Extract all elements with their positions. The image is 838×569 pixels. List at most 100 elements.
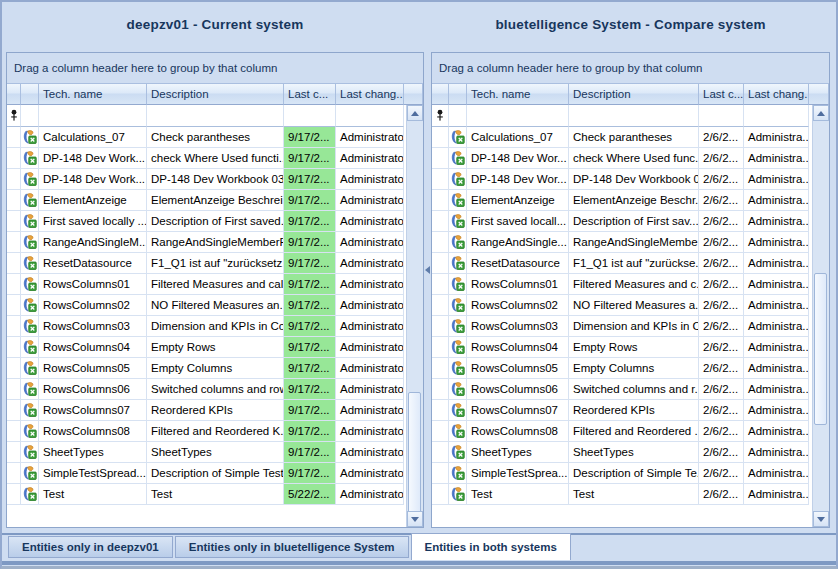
scroll-down-button[interactable] [813,511,829,527]
table-row[interactable]: RowsColumns01 Filtered Measures and cal.… [7,274,423,295]
icon-cell [449,211,467,232]
table-row[interactable]: RowsColumns07 Reordered KPIs 9/17/2... A… [7,400,423,421]
filter-cell-last-changed[interactable] [284,105,336,127]
panel-splitter[interactable] [424,52,431,528]
auto-filter-row[interactable] [7,105,423,127]
vertical-scrollbar[interactable] [406,105,423,527]
table-row[interactable]: ResetDatasource F1_Q1 ist auf "zurückse.… [432,253,829,274]
row-indicator [432,400,449,421]
cell-description: Reordered KPIs [569,400,699,421]
table-row[interactable]: RowsColumns06 Switched columns and rows … [7,379,423,400]
cell-last-changed-by: Administra... [744,421,809,442]
cell-tech-name: ElementAnzeige [467,190,569,211]
row-indicator [432,379,449,400]
table-row[interactable]: SheetTypes SheetTypes 9/17/2... Administ… [7,442,423,463]
group-by-panel[interactable]: Drag a column header here to group by th… [432,53,829,83]
table-row[interactable]: DP-148 Dev Wor... check Where Used func.… [432,148,829,169]
column-header-last-changed-by[interactable]: Last chang... [744,83,809,105]
table-row[interactable]: RowsColumns05 Empty Columns 2/6/2... Adm… [432,358,829,379]
cell-last-changed-by: Administra... [744,463,809,484]
table-row[interactable]: RowsColumns02 NO Filtered Measures an...… [7,295,423,316]
cell-last-changed-by: Administra... [744,484,809,505]
table-row[interactable]: First saved locally ... Description of F… [7,211,423,232]
tab-entities-in-both-systems[interactable]: Entities in both systems [411,533,571,560]
workbook-icon [22,361,37,376]
column-header-last-changed-by[interactable]: Last chang... [336,83,404,105]
cell-last-changed-by: Administrator [336,379,404,400]
scrollbar-thumb[interactable] [408,392,421,514]
table-row[interactable]: RowsColumns03 Dimension and KPIs in Col.… [7,316,423,337]
filter-cell-description[interactable] [147,105,284,127]
row-indicator [432,190,449,211]
icon-column-header [449,83,467,105]
cell-description: Empty Rows [147,337,284,358]
cell-tech-name: DP-148 Dev Work... [39,148,147,169]
scroll-down-button[interactable] [407,511,423,527]
table-row[interactable]: RangeAndSingleM... RangeAndSingleMemberF… [7,232,423,253]
column-header-description[interactable]: Description [147,83,284,105]
filter-cell-description[interactable] [569,105,699,127]
cell-last-changed: 9/17/2... [284,253,336,274]
tab-entities-only-in-bluetelligence-system[interactable]: Entities only in bluetelligence System [175,536,409,558]
table-row[interactable]: RowsColumns07 Reordered KPIs 2/6/2... Ad… [432,400,829,421]
cell-last-changed-by: Administra... [744,295,809,316]
table-row[interactable]: SimpleTestSprea... Description of Simple… [432,463,829,484]
table-row[interactable]: Test Test 5/22/2... Administrator [7,484,423,505]
table-row[interactable]: First saved locall... Description of Fir… [432,211,829,232]
table-row[interactable]: ResetDatasource F1_Q1 ist auf "zurückset… [7,253,423,274]
column-header-description[interactable]: Description [569,83,699,105]
table-row[interactable]: RowsColumns01 Filtered Measures and c...… [432,274,829,295]
table-row[interactable]: DP-148 Dev Wor... DP-148 Dev Workbook 03… [432,169,829,190]
auto-filter-row[interactable] [432,105,829,127]
scrollbar-thumb[interactable] [814,273,827,425]
table-row[interactable]: DP-148 Dev Work... DP-148 Dev Workbook 0… [7,169,423,190]
cell-description: ElementAnzeige Beschrei... [147,190,284,211]
column-header-tech-name[interactable]: Tech. name [39,83,147,105]
right-panel-title: bluetelligence System - Compare system [431,17,830,32]
table-row[interactable]: RowsColumns04 Empty Rows 9/17/2... Admin… [7,337,423,358]
table-row[interactable]: RowsColumns08 Filtered and Reordered ...… [432,421,829,442]
cell-description: Description of First saved... [147,211,284,232]
table-row[interactable]: SheetTypes SheetTypes 2/6/2... Administr… [432,442,829,463]
filter-cell-last-changed[interactable] [699,105,744,127]
table-row[interactable]: RowsColumns02 NO Filtered Measures a... … [432,295,829,316]
table-row[interactable]: RowsColumns04 Empty Rows 2/6/2... Admini… [432,337,829,358]
table-row[interactable]: DP-148 Dev Work... check Where Used func… [7,148,423,169]
filter-cell-last-changed-by[interactable] [744,105,809,127]
collapse-left-icon[interactable] [425,266,430,274]
workbook-icon [450,277,465,292]
filter-cell-tech-name[interactable] [467,105,569,127]
table-row[interactable]: RowsColumns03 Dimension and KPIs in C...… [432,316,829,337]
workbook-icon [450,298,465,313]
filter-cell[interactable] [21,105,39,127]
filter-cell-tech-name[interactable] [39,105,147,127]
column-header-last-changed[interactable]: Last c... [699,83,744,105]
column-header-tech-name[interactable]: Tech. name [467,83,569,105]
group-by-panel[interactable]: Drag a column header here to group by th… [7,53,423,83]
table-row[interactable]: SimpleTestSpread... Description of Simpl… [7,463,423,484]
filter-cell[interactable] [449,105,467,127]
scroll-up-button[interactable] [813,105,829,121]
table-row[interactable]: Test Test 2/6/2... Administra... [432,484,829,505]
icon-cell [449,379,467,400]
cell-last-changed: 2/6/2... [699,400,744,421]
cell-last-changed-by: Administrator [336,358,404,379]
table-row[interactable]: ElementAnzeige ElementAnzeige Beschrei..… [7,190,423,211]
scroll-up-button[interactable] [407,105,423,121]
cell-last-changed-by: Administrator [336,190,404,211]
cell-description: check Where Used functi... [147,148,284,169]
table-row[interactable]: RowsColumns05 Empty Columns 9/17/2... Ad… [7,358,423,379]
table-row[interactable]: Calculations_07 Check parantheses 2/6/2.… [432,127,829,148]
tab-entities-only-in-deepzv01[interactable]: Entities only in deepzv01 [8,536,173,558]
vertical-scrollbar[interactable] [812,105,829,527]
table-row[interactable]: RowsColumns08 Filtered and Reordered K..… [7,421,423,442]
table-row[interactable]: Calculations_07 Check parantheses 9/17/2… [7,127,423,148]
cell-last-changed: 9/17/2... [284,148,336,169]
table-row[interactable]: RangeAndSingle... RangeAndSingleMembe...… [432,232,829,253]
table-row[interactable]: ElementAnzeige ElementAnzeige Beschr... … [432,190,829,211]
table-row[interactable]: RowsColumns06 Switched columns and r... … [432,379,829,400]
column-header-last-changed[interactable]: Last c... [284,83,336,105]
row-indicator [7,379,21,400]
filter-cell-last-changed-by[interactable] [336,105,404,127]
workbook-icon [450,487,465,502]
